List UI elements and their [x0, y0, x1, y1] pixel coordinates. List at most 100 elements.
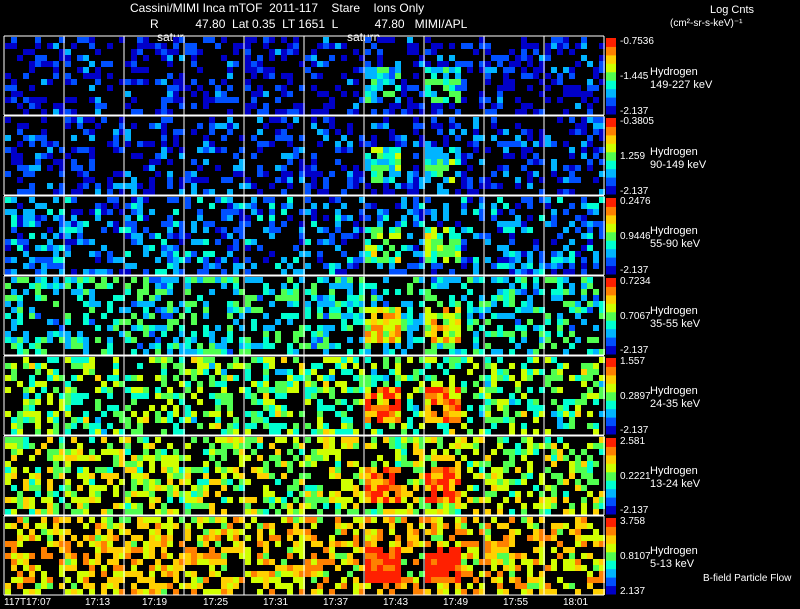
heatmap-cell — [479, 467, 485, 473]
heatmap-cell — [335, 227, 341, 233]
heatmap-cell — [551, 589, 557, 595]
heatmap-cell — [455, 553, 461, 559]
heatmap-cell — [137, 461, 143, 467]
heatmap-cell — [107, 85, 113, 91]
heatmap-cell — [587, 135, 593, 141]
heatmap-cell — [41, 257, 47, 263]
heatmap-cell — [395, 517, 401, 523]
heatmap-cell — [461, 171, 467, 177]
heatmap-cell — [485, 429, 491, 435]
heatmap-cell — [107, 189, 113, 195]
heatmap-cell — [371, 461, 377, 467]
heatmap-cell — [305, 535, 311, 541]
heatmap-cell — [209, 565, 215, 571]
heatmap-cell — [179, 473, 185, 479]
heatmap-cell — [581, 153, 587, 159]
heatmap-cell — [167, 55, 173, 61]
heatmap-cell — [233, 307, 239, 313]
heatmap-cell — [581, 381, 587, 387]
heatmap-cell — [281, 497, 287, 503]
heatmap-cell — [281, 171, 287, 177]
heatmap-cell — [389, 331, 395, 337]
heatmap-cell — [377, 233, 383, 239]
heatmap-cell — [389, 337, 395, 343]
heatmap-cell — [455, 473, 461, 479]
heatmap-cell — [437, 381, 443, 387]
heatmap-cell — [413, 535, 419, 541]
heatmap-cell — [71, 583, 77, 589]
heatmap-cell — [203, 437, 209, 443]
heatmap-cell — [95, 103, 101, 109]
colorbar-swatch — [606, 311, 616, 321]
heatmap-cell — [245, 423, 251, 429]
colorbar-swatch — [606, 471, 616, 481]
heatmap-cell — [521, 423, 527, 429]
heatmap-cell — [317, 565, 323, 571]
heatmap-cell — [71, 269, 77, 275]
heatmap-cell — [359, 135, 365, 141]
heatmap-cell — [359, 491, 365, 497]
heatmap-cell — [71, 227, 77, 233]
heatmap-cell — [389, 473, 395, 479]
heatmap-cell — [113, 547, 119, 553]
heatmap-cell — [431, 283, 437, 289]
heatmap-cell — [347, 479, 353, 485]
heatmap-cell — [497, 375, 503, 381]
heatmap-cell — [551, 535, 557, 541]
heatmap-cell — [533, 153, 539, 159]
heatmap-cell — [407, 357, 413, 363]
heatmap-cell — [239, 577, 245, 583]
heatmap-cell — [587, 79, 593, 85]
heatmap-cell — [509, 393, 515, 399]
heatmap-cell — [119, 461, 125, 467]
heatmap-cell — [161, 553, 167, 559]
heatmap-cell — [293, 455, 299, 461]
heatmap-cell — [23, 245, 29, 251]
heatmap-cell — [503, 467, 509, 473]
heatmap-cell — [65, 565, 71, 571]
heatmap-cell — [275, 129, 281, 135]
heatmap-cell — [317, 313, 323, 319]
heatmap-cell — [347, 337, 353, 343]
heatmap-cell — [173, 491, 179, 497]
heatmap-cell — [233, 535, 239, 541]
heatmap-cell — [335, 491, 341, 497]
heatmap-cell — [131, 221, 137, 227]
heatmap-cell — [587, 571, 593, 577]
heatmap-cell — [389, 565, 395, 571]
heatmap-cell — [161, 221, 167, 227]
heatmap-cell — [203, 301, 209, 307]
heatmap-cell — [227, 577, 233, 583]
heatmap-cell — [545, 263, 551, 269]
heatmap-cell — [203, 589, 209, 595]
heatmap-cell — [17, 429, 23, 435]
heatmap-cell — [185, 85, 191, 91]
heatmap-cell — [17, 577, 23, 583]
heatmap-cell — [233, 239, 239, 245]
heatmap-cell — [149, 301, 155, 307]
heatmap-cell — [341, 423, 347, 429]
heatmap-cell — [413, 429, 419, 435]
heatmap-cell — [263, 91, 269, 97]
heatmap-cell — [257, 381, 263, 387]
heatmap-cell — [173, 43, 179, 49]
heatmap-cell — [431, 417, 437, 423]
heatmap-cell — [89, 583, 95, 589]
heatmap-cell — [89, 147, 95, 153]
heatmap-cell — [353, 541, 359, 547]
heatmap-cell — [41, 55, 47, 61]
heatmap-cell — [413, 215, 419, 221]
heatmap-cell — [551, 269, 557, 275]
heatmap-cell — [215, 541, 221, 547]
heatmap-cell — [5, 411, 11, 417]
heatmap-cell — [149, 159, 155, 165]
heatmap-cell — [227, 251, 233, 257]
heatmap-cell — [137, 375, 143, 381]
heatmap-cell — [497, 61, 503, 67]
heatmap-cell — [389, 319, 395, 325]
heatmap-cell — [203, 491, 209, 497]
heatmap-cell — [587, 387, 593, 393]
heatmap-cell — [527, 177, 533, 183]
heatmap-cell — [413, 85, 419, 91]
heatmap-cell — [461, 129, 467, 135]
